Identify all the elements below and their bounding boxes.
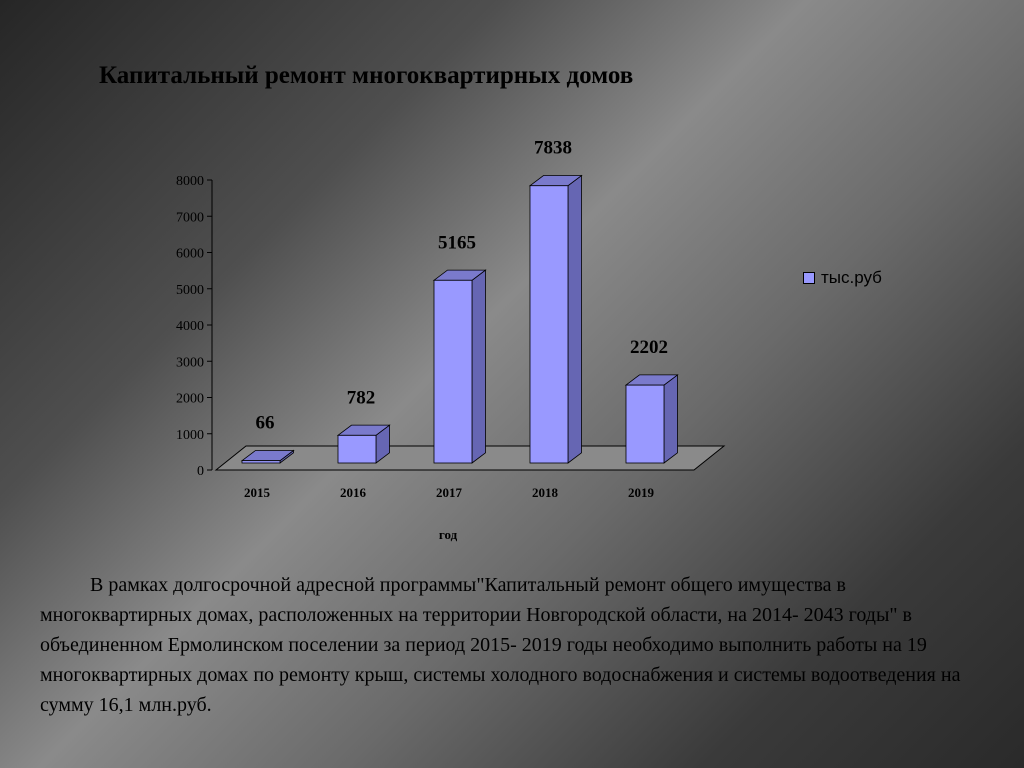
data-label: 7838 xyxy=(534,138,572,159)
x-tick-label: 2016 xyxy=(340,485,367,500)
bar-2015 xyxy=(240,449,295,464)
x-tick-label: 2018 xyxy=(532,485,559,500)
legend-label: тыс.руб xyxy=(821,268,882,287)
legend: тыс.руб xyxy=(803,268,882,288)
y-tick-label: 4000 xyxy=(176,319,204,334)
bar-chart: 0 1000 2000 3000 4000 5000 6000 7000 8000 66 782 5… xyxy=(176,138,726,542)
y-axis: 0 1000 2000 3000 4000 5000 6000 7000 8000 xyxy=(176,174,213,479)
y-tick-label: 8000 xyxy=(176,174,204,189)
data-label: 782 xyxy=(347,387,376,408)
x-tick-label: 2015 xyxy=(244,485,271,500)
y-tick-label: 3000 xyxy=(176,355,204,370)
data-labels: 66 782 5165 7838 2202 xyxy=(256,138,669,434)
bar-front xyxy=(241,460,281,464)
x-axis-label: год xyxy=(439,527,458,542)
x-tick-label: 2019 xyxy=(628,485,655,500)
bar-2018 xyxy=(528,174,583,464)
data-label: 66 xyxy=(256,413,275,434)
bar-2016 xyxy=(336,424,391,464)
data-label: 5165 xyxy=(438,232,476,253)
bar-side xyxy=(663,374,678,464)
y-tick-label: 2000 xyxy=(176,392,204,407)
x-axis: 2015 2016 2017 2018 2019 xyxy=(244,485,655,500)
y-tick-label: 5000 xyxy=(176,283,204,298)
y-tick-label: 0 xyxy=(197,464,204,479)
bar-front xyxy=(529,185,569,464)
bar-2019 xyxy=(624,374,679,464)
description-text: В рамках долгосрочной адресной программы… xyxy=(40,574,961,716)
bar-side xyxy=(471,269,486,464)
bar-2017 xyxy=(432,269,487,464)
bars xyxy=(240,174,679,464)
data-label: 2202 xyxy=(630,337,668,358)
bar-side xyxy=(567,174,582,464)
bar-front xyxy=(625,384,665,464)
y-tick-label: 1000 xyxy=(176,428,204,443)
bar-front xyxy=(433,279,473,464)
y-tick-label: 7000 xyxy=(176,210,204,225)
legend-swatch xyxy=(803,272,815,284)
y-tick-label: 6000 xyxy=(176,247,204,262)
bar-front xyxy=(337,434,377,464)
slide-title: Капитальный ремонт многоквартирных домов xyxy=(99,62,634,89)
x-tick-label: 2017 xyxy=(436,485,463,500)
